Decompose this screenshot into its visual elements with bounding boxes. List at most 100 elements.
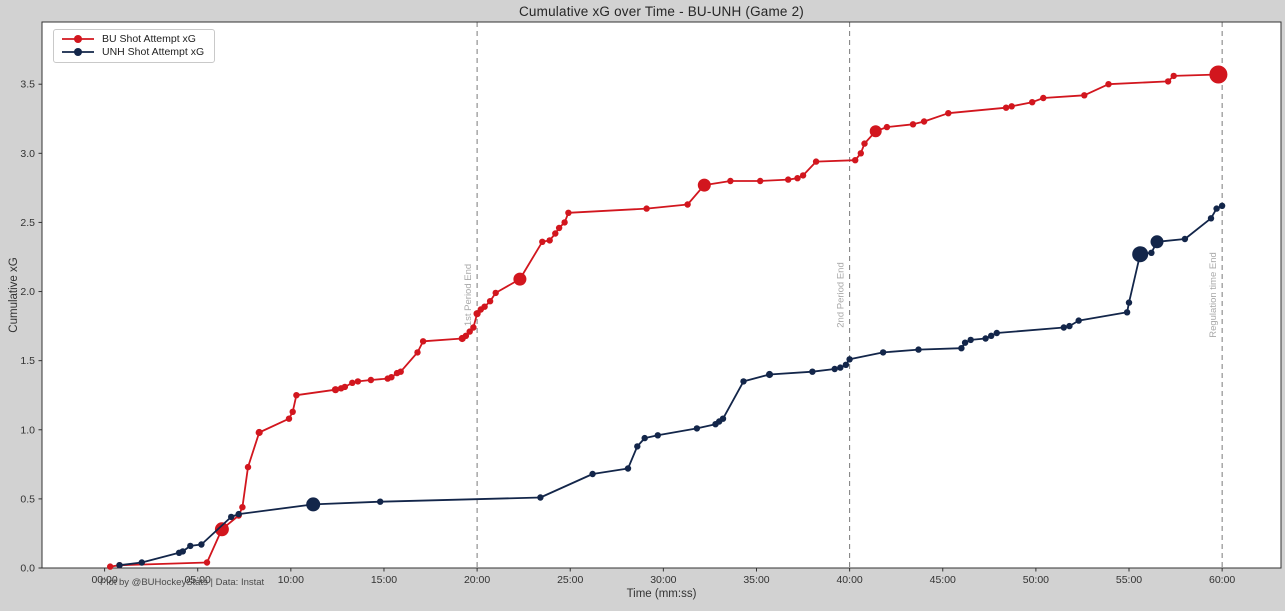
x-tick-label: 05:00: [185, 574, 211, 586]
shot-marker: [1081, 92, 1088, 99]
x-tick-label: 10:00: [278, 574, 304, 586]
shot-marker: [1170, 72, 1177, 80]
shot-marker: [812, 158, 820, 165]
x-tick-label: 50:00: [1023, 574, 1049, 586]
shot-marker: [915, 346, 922, 353]
shot-marker: [492, 289, 499, 297]
shot-marker: [982, 335, 989, 342]
shot-marker: [349, 379, 356, 386]
shot-marker: [1008, 103, 1015, 110]
shot-marker: [1209, 65, 1228, 84]
shot-marker: [1123, 309, 1131, 316]
shot-marker: [837, 364, 844, 371]
shot-marker: [466, 328, 473, 335]
x-axis-label: Time (mm:ss): [626, 588, 697, 600]
shot-marker: [1125, 299, 1133, 306]
x-tick-label: 20:00: [464, 574, 490, 586]
x-tick-label: 40:00: [836, 574, 862, 586]
shot-marker: [1002, 104, 1010, 111]
legend-label-unh: UNH Shot Attempt xG: [102, 46, 205, 58]
shot-marker: [643, 205, 650, 212]
shot-marker: [993, 329, 1000, 337]
legend-item-unh: UNH Shot Attempt xG: [61, 46, 204, 58]
shot-marker: [861, 140, 868, 147]
shot-marker: [1164, 78, 1172, 85]
shot-marker: [852, 157, 859, 164]
shot-marker: [624, 465, 632, 472]
shot-marker: [546, 237, 553, 244]
y-tick-label: 0.5: [20, 493, 35, 505]
shot-marker: [1029, 99, 1036, 106]
bu-series: [107, 65, 1228, 570]
shot-marker: [239, 504, 246, 511]
shot-marker: [388, 374, 395, 381]
shot-marker: [255, 428, 263, 437]
y-axis-label: Cumulative xG: [8, 257, 20, 333]
legend-item-bu: BU Shot Attempt xG: [61, 33, 204, 45]
shot-marker: [883, 123, 891, 131]
shot-marker: [842, 361, 850, 368]
shot-marker: [879, 349, 887, 356]
period-end-label: 2nd Period End: [836, 262, 847, 328]
shot-marker: [1075, 317, 1082, 324]
shot-marker: [719, 415, 727, 422]
shot-marker: [654, 432, 661, 439]
shot-marker: [116, 562, 123, 569]
shot-marker: [1213, 205, 1220, 212]
shot-marker: [539, 238, 546, 245]
shot-marker: [367, 376, 375, 384]
shot-marker: [794, 175, 801, 182]
y-tick-label: 0.0: [20, 563, 35, 575]
chart-title: Cumulative xG over Time - BU-UNH (Game 2…: [518, 4, 804, 19]
shot-marker: [589, 470, 596, 478]
shot-marker: [693, 425, 701, 432]
plot-area: [42, 22, 1281, 568]
shot-marker: [354, 378, 362, 385]
bu-legend-dot: [74, 35, 82, 43]
shot-marker: [857, 150, 864, 157]
shot-marker: [214, 522, 229, 537]
y-tick-label: 3.0: [20, 148, 35, 160]
shot-marker: [198, 541, 205, 548]
unh-series: [116, 202, 1226, 569]
x-tick-label: 60:00: [1209, 574, 1235, 586]
shot-marker: [958, 345, 965, 352]
shot-marker: [107, 563, 114, 570]
shot-marker: [967, 336, 974, 344]
shot-marker: [634, 443, 641, 450]
y-tick-label: 3.5: [20, 79, 35, 91]
shot-marker: [785, 176, 792, 183]
shot-marker: [470, 324, 477, 331]
shot-marker: [831, 365, 838, 373]
x-tick-label: 30:00: [650, 574, 676, 586]
shot-marker: [920, 118, 928, 125]
shot-marker: [684, 201, 691, 208]
shot-marker: [765, 370, 774, 379]
shot-marker: [1040, 94, 1047, 102]
shot-marker: [846, 356, 853, 363]
y-tick-label: 2.5: [20, 217, 35, 229]
period-end-label: Regulation time End: [1208, 252, 1219, 338]
shot-marker: [1060, 324, 1068, 331]
x-tick-label: 45:00: [930, 574, 956, 586]
shot-marker: [1066, 322, 1073, 330]
shot-marker: [565, 209, 572, 216]
shot-marker: [341, 383, 349, 391]
shot-marker: [1148, 249, 1155, 256]
shot-marker: [809, 368, 816, 375]
shot-marker: [799, 172, 807, 179]
axes-frame: [41, 21, 1282, 569]
shot-marker: [285, 415, 293, 422]
bu-series-swatch: [62, 35, 94, 43]
shot-marker: [1105, 81, 1112, 88]
shot-marker: [1218, 202, 1226, 209]
period-end-label: 1st Period End: [463, 264, 474, 326]
shot-marker: [537, 494, 544, 501]
shot-marker: [1181, 235, 1189, 243]
shot-marker: [869, 125, 882, 138]
shot-marker: [414, 349, 421, 356]
shot-marker: [945, 110, 952, 117]
shot-marker: [552, 230, 559, 237]
shot-marker: [306, 497, 321, 512]
